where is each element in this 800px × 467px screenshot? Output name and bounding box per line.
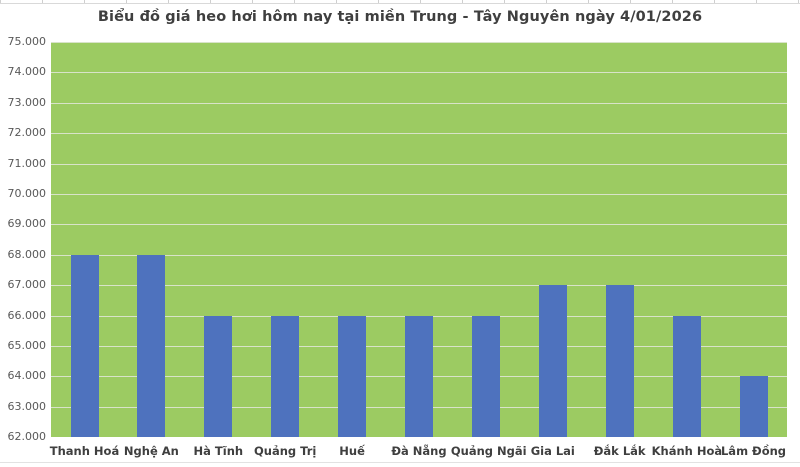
gridline xyxy=(51,193,787,195)
x-axis-category-label: Khánh Hoà xyxy=(651,444,723,458)
plot-area xyxy=(51,42,787,437)
chart-title: Biểu đồ giá heo hơi hôm nay tại miền Tru… xyxy=(97,9,703,25)
bar xyxy=(338,315,367,437)
x-axis-category-label: Gia Lai xyxy=(530,444,575,458)
spreadsheet-gridline-bottom xyxy=(0,462,800,463)
y-axis-tick-label: 65.000 xyxy=(7,338,47,352)
x-axis-category-label: Huế xyxy=(339,444,365,458)
y-axis-tick-label: 68.000 xyxy=(7,247,47,261)
bar xyxy=(471,315,500,437)
gridline xyxy=(51,163,787,165)
gridline xyxy=(51,72,787,74)
spreadsheet-gridline-top xyxy=(0,0,800,4)
y-axis-tick-label: 62.000 xyxy=(7,430,47,443)
x-axis-category-label: Lâm Đồng xyxy=(720,444,787,458)
x-axis-category-label: Thanh Hoá xyxy=(49,444,120,458)
y-axis-tick-label: 71.000 xyxy=(7,156,47,170)
gridline xyxy=(51,102,787,104)
bar xyxy=(538,285,567,437)
x-axis-category-label: Quảng Ngãi xyxy=(450,444,527,458)
y-axis-tick-label: 63.000 xyxy=(7,399,47,413)
bar xyxy=(271,315,300,437)
gridline xyxy=(51,224,787,226)
bar xyxy=(739,376,768,437)
bar xyxy=(405,315,433,437)
gridline xyxy=(51,133,787,135)
y-axis-tick-label: 73.000 xyxy=(7,95,47,109)
x-axis-category-label: Hà Tĩnh xyxy=(193,444,244,458)
x-axis-category-label: Nghệ An xyxy=(123,444,179,458)
bar xyxy=(137,254,166,437)
bar xyxy=(204,315,233,437)
x-axis-category-label: Đà Nẵng xyxy=(391,444,447,458)
bar xyxy=(605,285,634,437)
bar xyxy=(70,254,99,437)
bar xyxy=(672,315,701,437)
gridline xyxy=(51,285,787,287)
gridline xyxy=(51,42,787,43)
y-axis-tick-label: 67.000 xyxy=(7,278,47,292)
y-axis-tick-label: 69.000 xyxy=(7,217,47,231)
gridline xyxy=(51,254,787,256)
y-axis-tick-label: 64.000 xyxy=(7,369,47,383)
y-axis-tick-label: 74.000 xyxy=(7,65,47,79)
y-axis-tick-label: 66.000 xyxy=(7,308,47,322)
y-axis-tick-label: 72.000 xyxy=(7,126,47,140)
y-axis-tick-label: 70.000 xyxy=(7,186,47,200)
y-axis-tick-label: 75.000 xyxy=(7,35,47,48)
x-axis-category-label: Đắk Lắk xyxy=(593,444,646,458)
x-axis-category-label: Quảng Trị xyxy=(254,444,317,458)
